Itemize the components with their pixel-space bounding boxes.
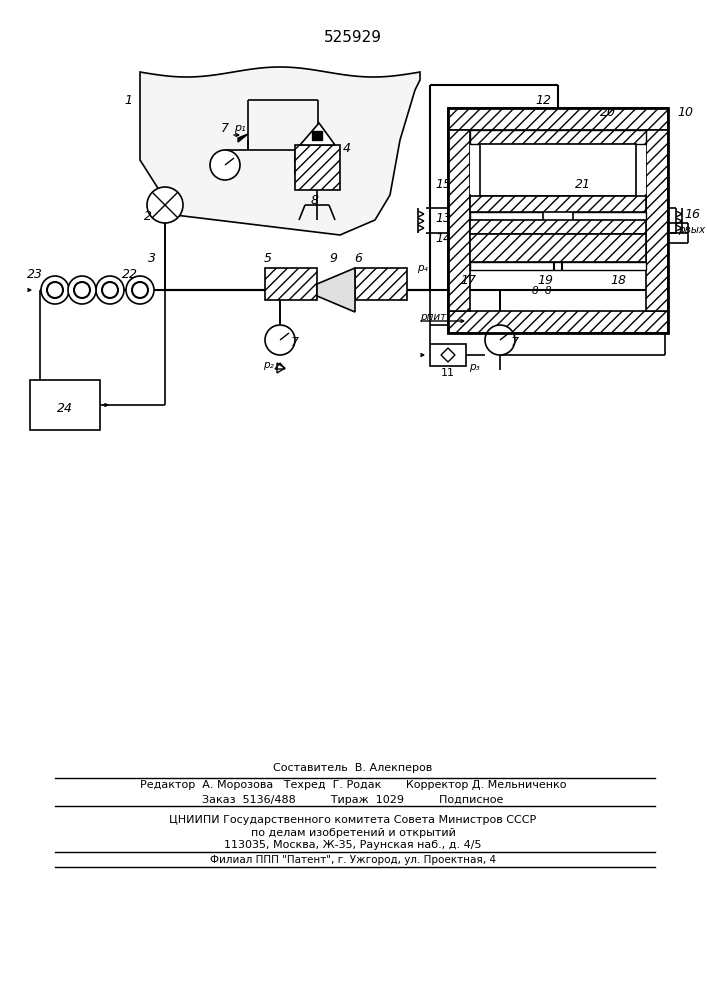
Text: 5: 5 xyxy=(264,251,272,264)
Text: Филиал ППП "Патент", г. Ужгород, ул. Проектная, 4: Филиал ППП "Патент", г. Ужгород, ул. Про… xyxy=(210,855,496,865)
Text: 8: 8 xyxy=(544,286,551,296)
Text: рвых: рвых xyxy=(679,225,706,235)
Bar xyxy=(448,130,470,311)
Text: ЦНИИПИ Государственного комитета Совета Министров СССР: ЦНИИПИ Государственного комитета Совета … xyxy=(170,815,537,825)
Bar xyxy=(265,268,317,300)
Text: 21: 21 xyxy=(575,178,591,192)
Text: 8: 8 xyxy=(532,286,538,296)
Bar xyxy=(470,212,646,220)
Bar xyxy=(470,234,646,262)
Text: 18: 18 xyxy=(610,273,626,286)
Text: 10: 10 xyxy=(677,105,693,118)
Text: 6: 6 xyxy=(354,251,362,264)
Text: р₁: р₁ xyxy=(234,123,246,133)
Bar xyxy=(543,196,573,231)
Text: 11: 11 xyxy=(441,368,455,378)
Text: Заказ  5136/488          Тираж  1029          Подписное: Заказ 5136/488 Тираж 1029 Подписное xyxy=(202,795,503,805)
Circle shape xyxy=(210,150,240,180)
Polygon shape xyxy=(300,123,335,145)
Circle shape xyxy=(265,325,295,355)
Text: 17: 17 xyxy=(460,273,476,286)
Text: р₃: р₃ xyxy=(469,362,479,372)
Bar xyxy=(470,196,646,212)
Polygon shape xyxy=(140,67,420,235)
Text: Составитель  В. Алекперов: Составитель В. Алекперов xyxy=(274,763,433,773)
Text: по делам изобретений и открытий: по делам изобретений и открытий xyxy=(250,828,455,838)
Bar xyxy=(448,108,668,130)
Text: 23: 23 xyxy=(27,268,43,282)
Bar xyxy=(295,145,340,190)
Text: р₂: р₂ xyxy=(262,360,274,370)
Bar xyxy=(430,344,466,366)
Text: Редактор  А. Морозова   Техред  Г. Родак       Корректор Д. Мельниченко: Редактор А. Морозова Техред Г. Родак Кор… xyxy=(140,780,566,790)
Circle shape xyxy=(47,282,63,298)
Text: 4: 4 xyxy=(343,141,351,154)
Polygon shape xyxy=(275,363,285,369)
Circle shape xyxy=(485,325,515,355)
Circle shape xyxy=(96,276,124,304)
Circle shape xyxy=(68,276,96,304)
Bar xyxy=(30,380,100,430)
Text: 113035, Москва, Ж-35, Раунская наб., д. 4/5: 113035, Москва, Ж-35, Раунская наб., д. … xyxy=(224,840,481,850)
Text: 3: 3 xyxy=(148,251,156,264)
Text: 22: 22 xyxy=(122,268,138,282)
Bar xyxy=(448,311,668,333)
Text: 2: 2 xyxy=(144,210,152,223)
Bar xyxy=(470,220,646,234)
Text: 14: 14 xyxy=(435,232,451,244)
Circle shape xyxy=(147,187,183,223)
Circle shape xyxy=(102,282,118,298)
Polygon shape xyxy=(312,131,322,140)
Text: рпит: рпит xyxy=(420,312,446,322)
Bar xyxy=(470,144,646,194)
Bar xyxy=(480,144,636,196)
Text: 24: 24 xyxy=(57,401,73,414)
Bar xyxy=(355,268,407,300)
Circle shape xyxy=(126,276,154,304)
Text: 15: 15 xyxy=(435,178,451,192)
Text: 20: 20 xyxy=(600,105,616,118)
Bar xyxy=(646,130,668,311)
Circle shape xyxy=(41,276,69,304)
Text: 12: 12 xyxy=(535,94,551,106)
Polygon shape xyxy=(238,134,248,142)
Text: 13: 13 xyxy=(435,212,451,225)
Polygon shape xyxy=(317,268,355,312)
Text: 525929: 525929 xyxy=(324,30,382,45)
Circle shape xyxy=(74,282,90,298)
Text: р₄: р₄ xyxy=(416,263,427,273)
Text: 7: 7 xyxy=(221,121,229,134)
Text: 7: 7 xyxy=(291,336,299,349)
Text: 19: 19 xyxy=(537,273,553,286)
Bar xyxy=(448,108,668,333)
Text: 16: 16 xyxy=(684,209,700,222)
Text: 9: 9 xyxy=(329,251,337,264)
Circle shape xyxy=(132,282,148,298)
Text: 8: 8 xyxy=(311,194,319,207)
Text: 1: 1 xyxy=(124,94,132,106)
Text: 7: 7 xyxy=(511,336,519,349)
Bar xyxy=(470,130,646,144)
Bar xyxy=(470,262,646,270)
